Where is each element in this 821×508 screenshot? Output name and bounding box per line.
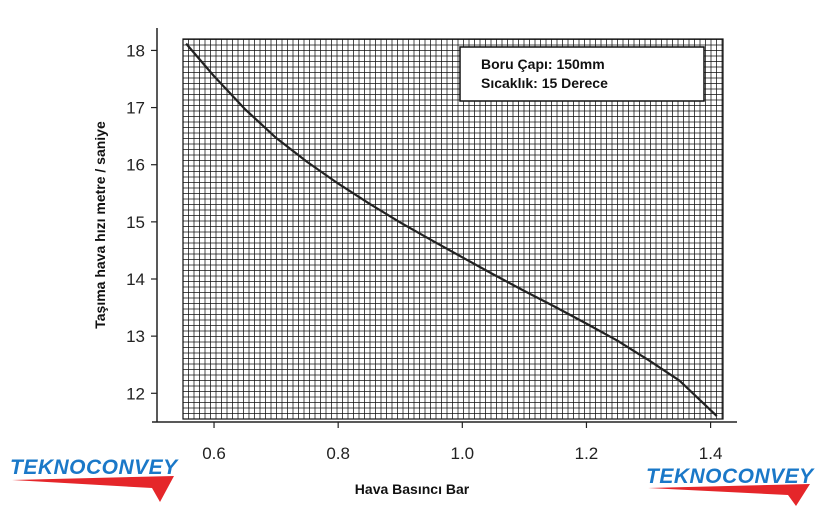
y-tick-label: 18 (126, 41, 145, 60)
legend-line-temperature: Sıcaklık: 15 Derece (481, 75, 608, 91)
plot-grid (182, 38, 724, 420)
x-tick-label: 1.2 (575, 444, 599, 463)
axes (152, 28, 737, 423)
x-axis-title: Hava Basıncı Bar (355, 481, 470, 497)
logo-right: TEKNOCONVEY (646, 465, 814, 488)
logo-left-swoosh (12, 476, 174, 502)
y-tick-label: 12 (126, 384, 145, 403)
y-tick-label: 16 (126, 156, 145, 175)
logo-right-swoosh (648, 484, 810, 506)
x-tick-label: 0.8 (326, 444, 350, 463)
plot-area (182, 38, 724, 420)
logo-left: TEKNOCONVEY (10, 456, 178, 479)
y-tick-label: 15 (126, 213, 145, 232)
y-tick-label: 14 (126, 270, 145, 289)
y-ticks: 12 13 14 15 16 17 18 (126, 41, 157, 403)
legend-line-pipe-diameter: Boru Çapı: 150mm (481, 56, 605, 72)
x-tick-label: 1.4 (699, 444, 723, 463)
series-line (185, 42, 718, 417)
y-axis-title: Taşıma hava hızı metre / saniye (92, 121, 108, 329)
x-tick-label: 1.0 (450, 444, 474, 463)
y-tick-label: 17 (126, 99, 145, 118)
x-tick-label: 0.6 (202, 444, 226, 463)
x-ticks: 0.6 0.8 1.0 1.2 1.4 (202, 422, 722, 463)
y-tick-label: 13 (126, 327, 145, 346)
legend: Boru Çapı: 150mm Sıcaklık: 15 Derece (459, 46, 705, 102)
legend-background (459, 46, 705, 102)
series (185, 42, 718, 417)
